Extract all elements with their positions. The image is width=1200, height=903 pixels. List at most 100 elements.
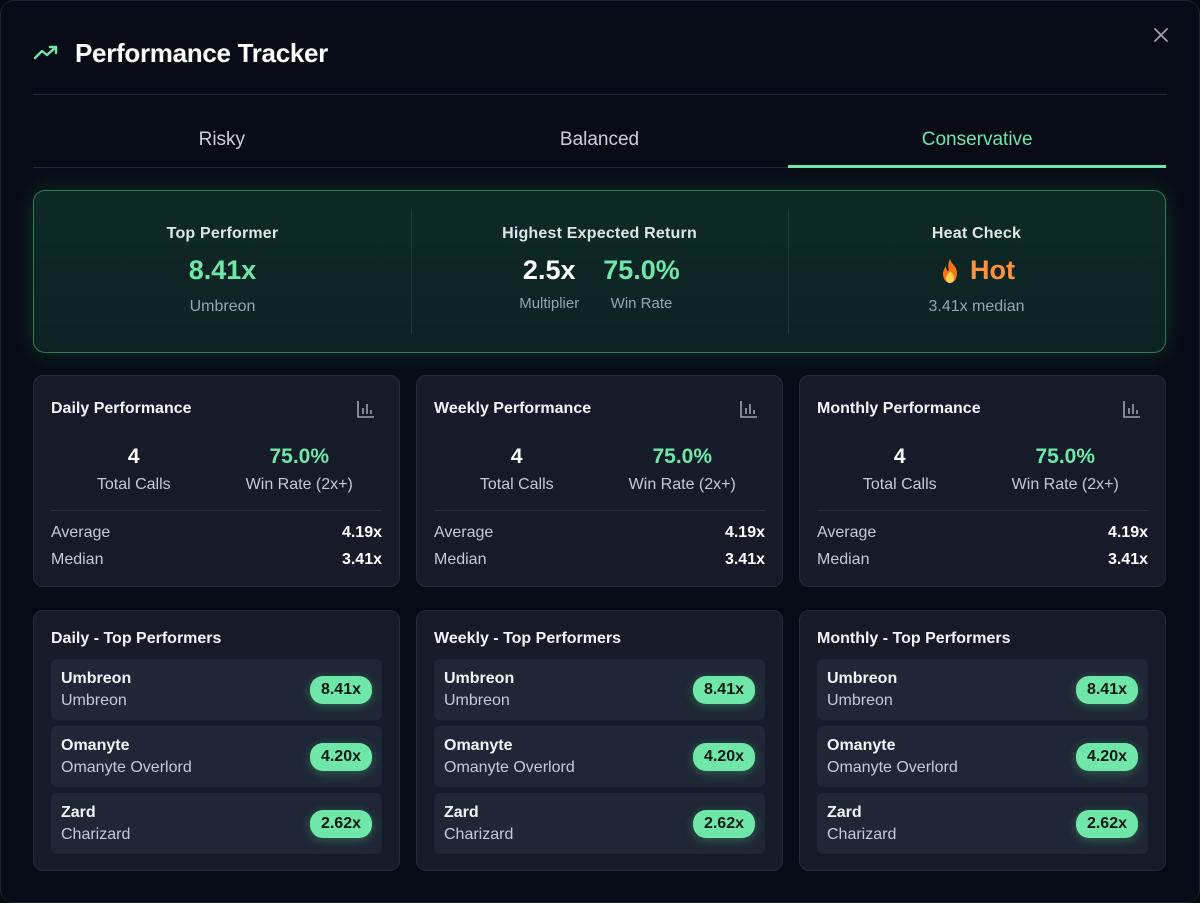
average-row: Average 4.19x [817, 524, 1148, 542]
summary-panel: Top Performer 8.41x Umbreon Highest Expe… [33, 190, 1166, 353]
list-item[interactable]: Zard Charizard 2.62x [817, 793, 1148, 854]
trending-up-icon [33, 45, 58, 60]
performer-name: Zard [827, 803, 862, 821]
median-value: 3.41x [724, 551, 765, 568]
performer-name: Omanyte [827, 736, 896, 754]
weekly-top-performers-card: Weekly - Top Performers Umbreon Umbreon 8… [416, 610, 783, 871]
win-rate-label: Win Rate [610, 295, 673, 312]
performer-full-name: Umbreon [827, 691, 893, 709]
multiplier-badge: 4.20x [309, 742, 372, 771]
median-value: 3.41x [1107, 551, 1148, 568]
performer-name: Umbreon [444, 669, 515, 687]
tab-risky[interactable]: Risky [198, 129, 246, 150]
median-value: 3.41x [341, 551, 382, 568]
average-value: 4.19x [724, 524, 765, 541]
top-performer-value: 8.41x [188, 255, 257, 285]
average-label: Average [51, 524, 111, 541]
total-calls-label: Total Calls [479, 476, 554, 493]
multiplier-value: 2.5x [522, 255, 576, 285]
median-row: Median 3.41x [434, 551, 765, 569]
performer-full-name: Umbreon [444, 691, 510, 709]
performer-name: Umbreon [61, 669, 132, 687]
card-title: Daily Performance [51, 400, 192, 417]
flame-icon [943, 258, 957, 283]
multiplier-badge: 4.20x [692, 742, 755, 771]
win-rate-value: 75.0% [1035, 445, 1096, 468]
multiplier-badge: 2.62x [309, 809, 372, 838]
stats-row: 4 Total Calls 75.0% Win Rate (2x+) [51, 445, 382, 511]
stats-row: 4 Total Calls 75.0% Win Rate (2x+) [434, 445, 765, 511]
heat-status: Hot [938, 255, 1015, 286]
performer-full-name: Charizard [444, 825, 514, 843]
win-rate-label: Win Rate (2x+) [245, 476, 353, 493]
total-calls-value: 4 [893, 445, 906, 468]
average-value: 4.19x [341, 524, 382, 541]
multiplier-badge: 8.41x [309, 675, 372, 704]
heat-status-text: Hot [970, 255, 1015, 285]
average-label: Average [817, 524, 877, 541]
heat-check-detail: 3.41x median [928, 298, 1025, 315]
performer-list: Umbreon Umbreon 8.41x Omanyte Omanyte Over… [434, 659, 765, 860]
list-item[interactable]: Umbreon Umbreon 8.41x [817, 659, 1148, 720]
daily-top-performers-card: Daily - Top Performers Umbreon Umbreon 8.… [33, 610, 400, 871]
expected-return-label: Highest Expected Return [502, 225, 697, 242]
performer-name: Zard [61, 803, 96, 821]
heat-check-summary: Heat Check Hot 3.41x median [788, 191, 1165, 352]
total-calls-label: Total Calls [862, 476, 937, 493]
multiplier-badge: 8.41x [1075, 675, 1138, 704]
top-performer-name: Umbreon [189, 298, 256, 315]
list-item[interactable]: Omanyte Omanyte Overlord 4.20x [817, 726, 1148, 787]
win-rate-label: Win Rate (2x+) [628, 476, 736, 493]
multiplier-badge: 2.62x [692, 809, 755, 838]
card-title: Monthly Performance [817, 400, 981, 417]
top-performer-summary: Top Performer 8.41x Umbreon [34, 191, 411, 352]
list-item[interactable]: Zard Charizard 2.62x [51, 793, 382, 854]
average-value: 4.19x [1107, 524, 1148, 541]
win-rate-value: 75.0% [269, 445, 330, 468]
monthly-performance-card: Monthly Performance 4 Total Calls 75.0% … [799, 375, 1166, 587]
monthly-top-performers-card: Monthly - Top Performers Umbreon Umbreon … [799, 610, 1166, 871]
win-rate-value: 75.0% [652, 445, 713, 468]
performer-list: Umbreon Umbreon 8.41x Omanyte Omanyte Over… [51, 659, 382, 860]
bar-chart-icon[interactable] [357, 400, 375, 418]
performer-full-name: Umbreon [61, 691, 127, 709]
average-label: Average [434, 524, 494, 541]
performer-full-name: Charizard [61, 825, 131, 843]
performer-list: Umbreon Umbreon 8.41x Omanyte Omanyte Over… [817, 659, 1148, 860]
close-icon[interactable] [1153, 27, 1169, 43]
median-label: Median [817, 551, 870, 568]
list-item[interactable]: Umbreon Umbreon 8.41x [51, 659, 382, 720]
average-row: Average 4.19x [434, 524, 765, 542]
list-item[interactable]: Omanyte Omanyte Overlord 4.20x [51, 726, 382, 787]
bar-chart-icon[interactable] [1123, 400, 1141, 418]
list-item[interactable]: Zard Charizard 2.62x [434, 793, 765, 854]
modal-header: Performance Tracker [33, 31, 1167, 95]
tab-conservative[interactable]: Conservative [788, 113, 1166, 168]
multiplier-badge: 8.41x [692, 675, 755, 704]
strategy-tabs: Risky Balanced Conservative [33, 113, 1166, 168]
performer-full-name: Charizard [827, 825, 897, 843]
stats-row: 4 Total Calls 75.0% Win Rate (2x+) [817, 445, 1148, 511]
page-title: Performance Tracker [75, 38, 329, 68]
tab-balanced[interactable]: Balanced [559, 129, 640, 150]
median-row: Median 3.41x [817, 551, 1148, 569]
total-calls-value: 4 [127, 445, 140, 468]
top-performer-label: Top Performer [166, 225, 279, 242]
weekly-performance-card: Weekly Performance 4 Total Calls 75.0% W… [416, 375, 783, 587]
multiplier-label: Multiplier [519, 295, 580, 312]
close-button[interactable] [1149, 23, 1173, 47]
total-calls-label: Total Calls [96, 476, 171, 493]
card-title: Daily - Top Performers [51, 630, 222, 647]
card-title: Weekly - Top Performers [434, 630, 622, 647]
win-rate-value: 75.0% [603, 255, 680, 285]
performer-name: Omanyte [444, 736, 513, 754]
bar-chart-icon[interactable] [740, 400, 758, 418]
performer-name: Omanyte [61, 736, 130, 754]
performer-name: Umbreon [827, 669, 898, 687]
list-item[interactable]: Umbreon Umbreon 8.41x [434, 659, 765, 720]
performer-full-name: Omanyte Overlord [444, 758, 575, 776]
list-item[interactable]: Omanyte Omanyte Overlord 4.20x [434, 726, 765, 787]
total-calls-value: 4 [510, 445, 523, 468]
performer-full-name: Omanyte Overlord [827, 758, 958, 776]
